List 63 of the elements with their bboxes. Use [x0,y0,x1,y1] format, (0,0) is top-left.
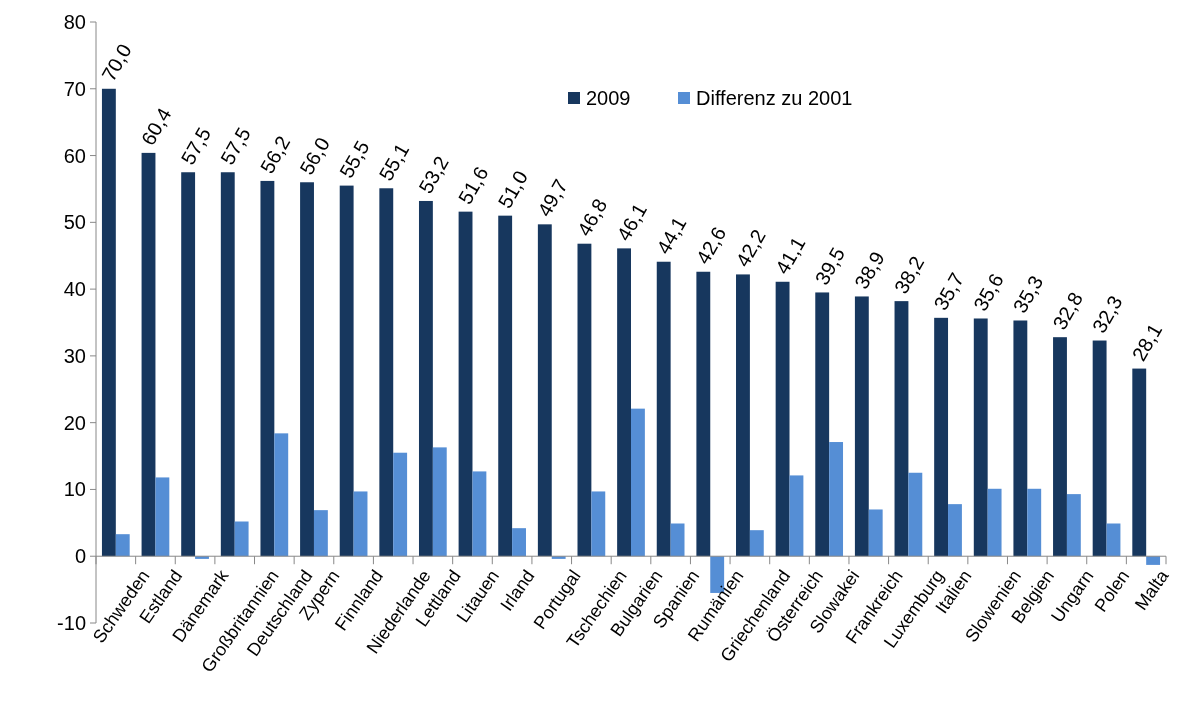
y-tick-label: 20 [63,411,86,434]
bar [829,442,844,557]
bar [313,510,328,557]
bar [1053,337,1067,557]
bar [775,281,790,557]
bar [749,530,764,557]
bar [631,408,645,557]
bar [868,509,883,557]
bar [894,301,909,557]
y-tick-label: -10 [57,612,86,634]
bar [300,182,314,557]
bar [472,471,487,557]
bar [577,243,592,557]
bar [458,211,473,557]
bar [234,521,249,557]
bar [274,433,289,557]
bar [934,317,949,557]
bar [736,274,750,557]
bar [537,224,552,557]
bar [987,488,1002,557]
bar [670,523,685,557]
y-tick-label: 10 [63,478,86,501]
bar [1092,340,1107,557]
bar [432,447,447,557]
bar [973,318,988,557]
y-tick-label: 30 [63,344,86,367]
bar [260,180,275,557]
y-tick-label: 0 [74,545,86,568]
y-tick-label: 80 [63,11,86,33]
y-tick-label: 60 [63,144,86,167]
bar [1013,320,1028,557]
bar [418,200,433,557]
y-tick-label: 50 [63,211,86,234]
bar [220,172,235,557]
bar [854,296,869,557]
bar [1132,368,1147,557]
bar [789,475,804,557]
bar [181,172,196,557]
bar [393,452,408,557]
bar [379,188,394,557]
bar [155,477,170,557]
bar [498,215,513,557]
legend-label: Differenz zu 2001 [696,87,853,109]
bar [591,491,606,557]
bar [141,152,156,557]
y-tick-label: 40 [63,278,86,301]
bar [353,491,368,557]
bar [115,534,130,557]
bar [948,504,962,557]
bar [1146,556,1161,565]
bar [617,248,631,557]
bar [512,528,526,557]
bar [1106,523,1121,557]
y-tick-label: 70 [63,77,86,100]
bar [908,472,923,557]
bar [1027,488,1042,557]
bar [656,261,671,557]
bar [101,88,116,557]
bar [815,292,830,557]
bar [1066,494,1081,557]
bar [696,271,711,557]
bar [339,185,354,557]
legend-label: 2009 [586,87,631,109]
